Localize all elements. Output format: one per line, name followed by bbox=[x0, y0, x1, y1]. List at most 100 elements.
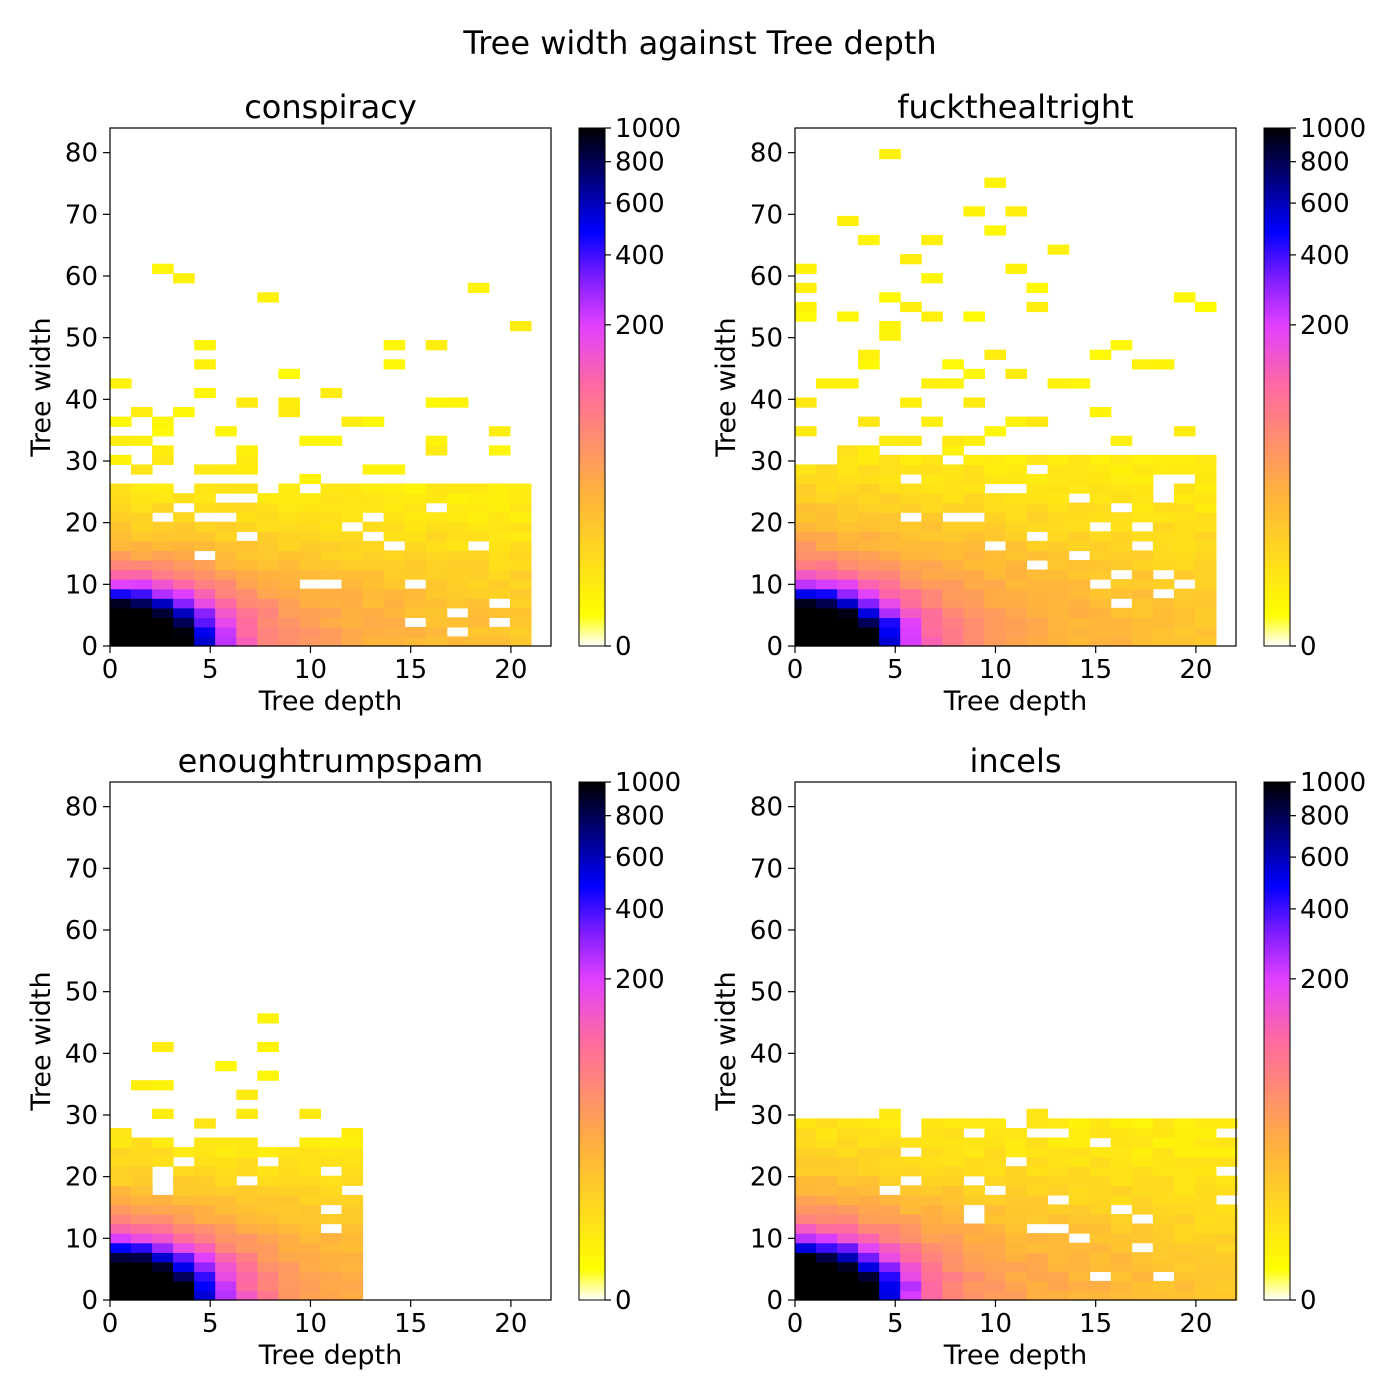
heatmap-cell bbox=[1152, 1175, 1175, 1186]
heatmap-cell bbox=[942, 1185, 964, 1196]
heatmap-cell bbox=[299, 1261, 321, 1272]
heatmap-cell bbox=[131, 550, 153, 561]
heatmap-cell bbox=[1194, 1214, 1217, 1225]
heatmap-cell bbox=[1068, 1261, 1091, 1272]
heatmap-cell bbox=[879, 1261, 901, 1272]
heatmap-cell bbox=[921, 1156, 943, 1167]
heatmap-cell bbox=[795, 263, 817, 274]
axes-frame bbox=[109, 127, 552, 647]
heatmap-cell bbox=[1005, 1233, 1028, 1244]
heatmap-cell bbox=[341, 502, 364, 513]
heatmap-cell bbox=[1152, 502, 1175, 513]
heatmap-cell bbox=[278, 1166, 300, 1177]
heatmap-cell bbox=[858, 521, 880, 532]
heatmap-cell bbox=[942, 1166, 964, 1177]
heatmap-cell bbox=[1089, 1166, 1112, 1177]
heatmap-cell bbox=[278, 1290, 300, 1301]
heatmap-cell bbox=[383, 340, 406, 351]
heatmap-cell bbox=[984, 1261, 1006, 1272]
heatmap-cell bbox=[984, 1214, 1006, 1225]
heatmap-cell bbox=[194, 1290, 216, 1301]
heatmap-cell bbox=[900, 483, 922, 494]
heatmap-cell bbox=[152, 560, 174, 571]
heatmap-cell bbox=[879, 464, 901, 475]
heatmap-cell bbox=[921, 540, 943, 552]
heatmap-cell bbox=[509, 321, 532, 332]
heatmap-cell bbox=[1152, 1280, 1175, 1292]
colorbar-tick-label: 800 bbox=[1300, 148, 1350, 178]
heatmap-cell bbox=[1026, 1280, 1049, 1292]
heatmap-cell bbox=[1131, 560, 1154, 571]
heatmap-cell bbox=[1047, 1185, 1070, 1196]
heatmap-cell bbox=[942, 1118, 964, 1129]
heatmap-cell bbox=[320, 502, 343, 513]
heatmap-cell bbox=[299, 1147, 321, 1158]
heatmap-cell bbox=[942, 1137, 964, 1148]
heatmap-cell bbox=[879, 483, 901, 494]
heatmap-cell bbox=[984, 626, 1006, 638]
heatmap-cell bbox=[194, 1137, 216, 1148]
y-axis-label: Tree width bbox=[711, 317, 742, 457]
heatmap-cell bbox=[152, 263, 174, 274]
heatmap-cell bbox=[467, 493, 490, 504]
heatmap-cell bbox=[900, 1261, 922, 1272]
heatmap-cell bbox=[816, 521, 838, 532]
heatmap-cell bbox=[299, 636, 321, 647]
heatmap-cell bbox=[879, 1252, 901, 1263]
heatmap-cell bbox=[1005, 531, 1028, 542]
heatmap-cell bbox=[173, 1214, 195, 1225]
heatmap-cell bbox=[1173, 1204, 1196, 1215]
heatmap-cell bbox=[236, 1156, 258, 1167]
heatmap-cell bbox=[257, 1175, 279, 1186]
heatmap-cell bbox=[509, 598, 532, 609]
heatmap-cell bbox=[1005, 550, 1028, 561]
y-tick-label: 70 bbox=[65, 854, 98, 884]
heatmap-cell bbox=[795, 1233, 817, 1244]
heatmap-cell bbox=[1173, 1271, 1196, 1282]
heatmap-cell bbox=[110, 1252, 132, 1263]
heatmap-cell bbox=[963, 1118, 985, 1129]
heatmap-cell bbox=[362, 521, 385, 532]
x-tick-label: 15 bbox=[1079, 1309, 1112, 1339]
colorbar-tick-label: 0 bbox=[1300, 1286, 1317, 1316]
heatmap-cell bbox=[879, 626, 901, 638]
heatmap-cell bbox=[362, 579, 385, 590]
heatmap-cell bbox=[320, 1280, 343, 1292]
heatmap-cell bbox=[921, 1261, 943, 1272]
heatmap-cell bbox=[963, 473, 985, 485]
heatmap-cell bbox=[1005, 1271, 1028, 1282]
heatmap-cell bbox=[1089, 493, 1112, 504]
y-tick-label: 10 bbox=[750, 1224, 783, 1254]
heatmap-cell bbox=[131, 521, 153, 532]
heatmap-cell bbox=[795, 1118, 817, 1129]
heatmap-cell bbox=[921, 1214, 943, 1225]
heatmap-cell bbox=[795, 464, 817, 475]
heatmap-cell bbox=[278, 560, 300, 571]
heatmap-cell bbox=[1068, 588, 1091, 599]
heatmap-cell bbox=[984, 1290, 1006, 1301]
heatmap-cell bbox=[1216, 1233, 1238, 1244]
heatmap-cell bbox=[110, 1271, 132, 1282]
heatmap-cell bbox=[194, 1185, 216, 1196]
heatmap-cell bbox=[278, 397, 300, 408]
x-tick-label: 5 bbox=[202, 655, 219, 685]
heatmap-cell bbox=[1194, 579, 1217, 590]
heatmap-cell bbox=[1026, 1194, 1049, 1206]
heatmap-cell bbox=[383, 617, 406, 628]
heatmap-cell bbox=[921, 636, 943, 647]
heatmap-cell bbox=[194, 579, 216, 590]
heatmap-cell bbox=[879, 1242, 901, 1253]
heatmap-cell bbox=[257, 1147, 279, 1158]
heatmap-cell bbox=[1194, 1118, 1217, 1129]
heatmap-cell bbox=[362, 626, 385, 638]
heatmap-cell bbox=[1068, 1290, 1091, 1301]
heatmap-cell bbox=[921, 531, 943, 542]
heatmap-cell bbox=[963, 1185, 985, 1196]
heatmap-cell bbox=[858, 483, 880, 494]
heatmap-cell bbox=[1047, 1280, 1070, 1292]
heatmap-cell bbox=[879, 1166, 901, 1177]
heatmap-cell bbox=[1047, 493, 1070, 504]
heatmap-cell bbox=[341, 540, 364, 552]
heatmap-cell bbox=[131, 531, 153, 542]
heatmap-cell bbox=[879, 579, 901, 590]
